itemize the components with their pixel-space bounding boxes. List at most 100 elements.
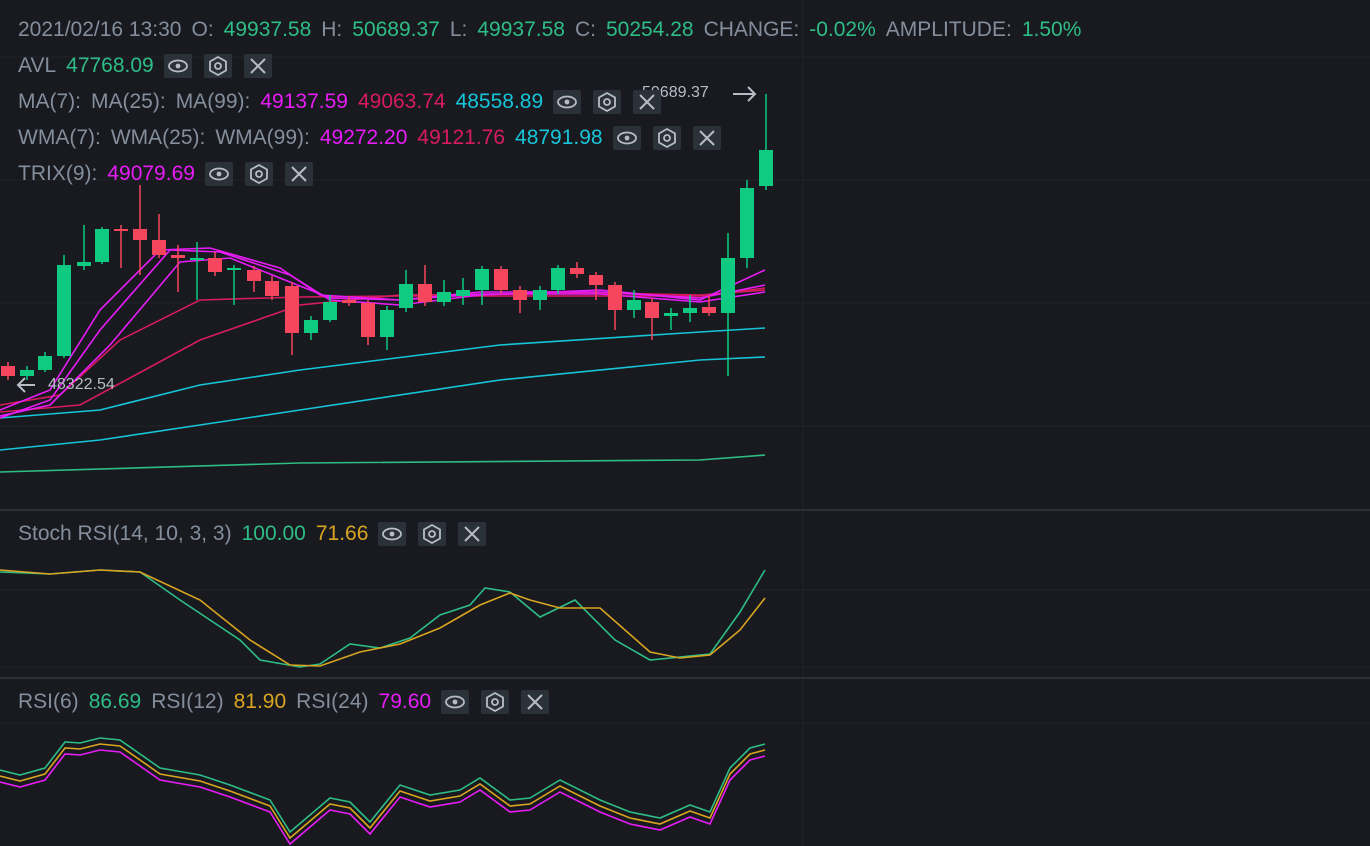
settings-icon[interactable]	[203, 54, 232, 78]
indicator-controls	[553, 90, 673, 114]
settings-icon[interactable]	[244, 162, 273, 186]
close-icon[interactable]	[521, 690, 550, 714]
eye-icon[interactable]	[378, 522, 407, 546]
stoch-d-line	[0, 569, 766, 667]
eye-icon[interactable]	[612, 126, 641, 150]
field-value: 50689.37	[352, 18, 440, 41]
close-icon-glyph	[250, 58, 266, 74]
field-label: AMPLITUDE:	[885, 18, 1012, 41]
settings-icon-glyph	[208, 55, 227, 77]
candle-body	[1, 366, 15, 376]
arrow	[16, 377, 35, 393]
candle-body	[247, 270, 261, 281]
candle-body	[208, 258, 222, 272]
eye-icon[interactable]	[204, 162, 233, 186]
candle-body	[399, 284, 413, 308]
indicator-label: WMA(25):	[110, 126, 206, 149]
trix-row: TRIX(9): 49079.69	[18, 161, 325, 187]
eye-icon[interactable]	[553, 90, 582, 114]
eye-icon[interactable]	[441, 690, 470, 714]
field-value: 49937.58	[223, 18, 312, 41]
close-icon[interactable]	[243, 54, 272, 78]
settings-icon-glyph	[423, 523, 442, 545]
candle-body	[418, 284, 432, 302]
indicator-label: MA(25):	[91, 90, 166, 113]
candle-body	[740, 188, 754, 258]
candle-body	[304, 320, 318, 333]
indicator-controls	[163, 54, 284, 78]
indicator-label: Stoch RSI(14, 10, 3, 3)	[18, 522, 232, 545]
rsi12-line	[0, 743, 766, 840]
indicator-value: 49121.76	[417, 126, 506, 149]
indicator-controls	[378, 522, 498, 546]
candle-body	[323, 302, 337, 320]
settings-icon-glyph	[486, 691, 504, 713]
settings-icon[interactable]	[652, 126, 681, 150]
indicator-value: 100.00	[241, 522, 306, 545]
indicator-value: 81.90	[233, 690, 287, 713]
candle-body	[513, 290, 527, 300]
indicator-value: 49137.59	[260, 90, 348, 113]
field-value: 1.50%	[1021, 18, 1082, 41]
indicator-label: MA(7):	[18, 90, 81, 113]
close-icon-glyph	[527, 694, 543, 710]
indicator-value: 48558.89	[455, 90, 544, 113]
rsi24-line	[0, 749, 766, 846]
candle-body	[227, 268, 241, 270]
close-icon-glyph	[464, 526, 481, 542]
low-price-label: 48322.54	[48, 376, 115, 393]
indicator-label: MA(99):	[175, 90, 251, 113]
close-icon-glyph	[698, 130, 715, 146]
field-value: -0.02%	[809, 18, 876, 41]
settings-icon[interactable]	[481, 690, 510, 714]
indicator-value: 48791.98	[515, 126, 603, 149]
settings-icon-glyph	[598, 91, 617, 113]
candle-body	[551, 268, 565, 290]
candle-body	[190, 258, 204, 260]
indicator-value: 79.60	[378, 690, 432, 713]
eye-icon-glyph	[557, 95, 578, 109]
eye-icon-glyph	[167, 59, 188, 73]
indicator-label: WMA(7):	[18, 126, 101, 149]
indicator-controls	[441, 690, 561, 714]
close-icon[interactable]	[692, 126, 721, 150]
ma99-line	[0, 356, 766, 451]
rsi6-line	[0, 737, 766, 834]
eye-icon-glyph	[445, 695, 465, 709]
close-icon[interactable]	[284, 162, 313, 186]
stoch-rsi-row: Stoch RSI(14, 10, 3, 3) 100.00 71.66	[18, 521, 498, 547]
indicator-label: RSI(6)	[18, 690, 79, 713]
close-icon[interactable]	[458, 522, 487, 546]
settings-icon-glyph	[657, 127, 676, 149]
indicator-value: 71.66	[315, 522, 369, 545]
candle-body	[361, 303, 375, 337]
eye-icon-glyph	[382, 527, 403, 541]
candle-body	[645, 302, 659, 318]
field-label: CHANGE:	[703, 18, 800, 41]
ma-row: MA(7): MA(25): MA(99): 49137.59 49063.74…	[18, 89, 673, 115]
candle-body	[285, 286, 299, 333]
eye-icon-glyph	[616, 131, 637, 145]
close-icon[interactable]	[633, 90, 662, 114]
close-icon-glyph	[291, 166, 307, 182]
rsi-row: RSI(6) 86.69 RSI(12) 81.90 RSI(24) 79.60	[18, 689, 561, 715]
settings-icon[interactable]	[418, 522, 447, 546]
candle-body	[95, 229, 109, 262]
indicator-value: 49079.69	[107, 162, 195, 185]
candle-body	[721, 258, 735, 313]
candle-body	[380, 310, 394, 337]
candle-body	[114, 229, 128, 231]
datetime: 2021/02/16 13:30	[18, 18, 182, 41]
candle-body	[133, 229, 147, 240]
candle-body	[494, 269, 508, 290]
stoch-k-line	[0, 569, 766, 668]
indicator-label: AVL	[18, 54, 57, 77]
settings-icon[interactable]	[593, 90, 622, 114]
candle-body	[683, 308, 697, 313]
eye-icon[interactable]	[163, 54, 192, 78]
wma99-line	[0, 327, 766, 419]
candle-body	[265, 281, 279, 296]
arrow	[733, 86, 757, 102]
